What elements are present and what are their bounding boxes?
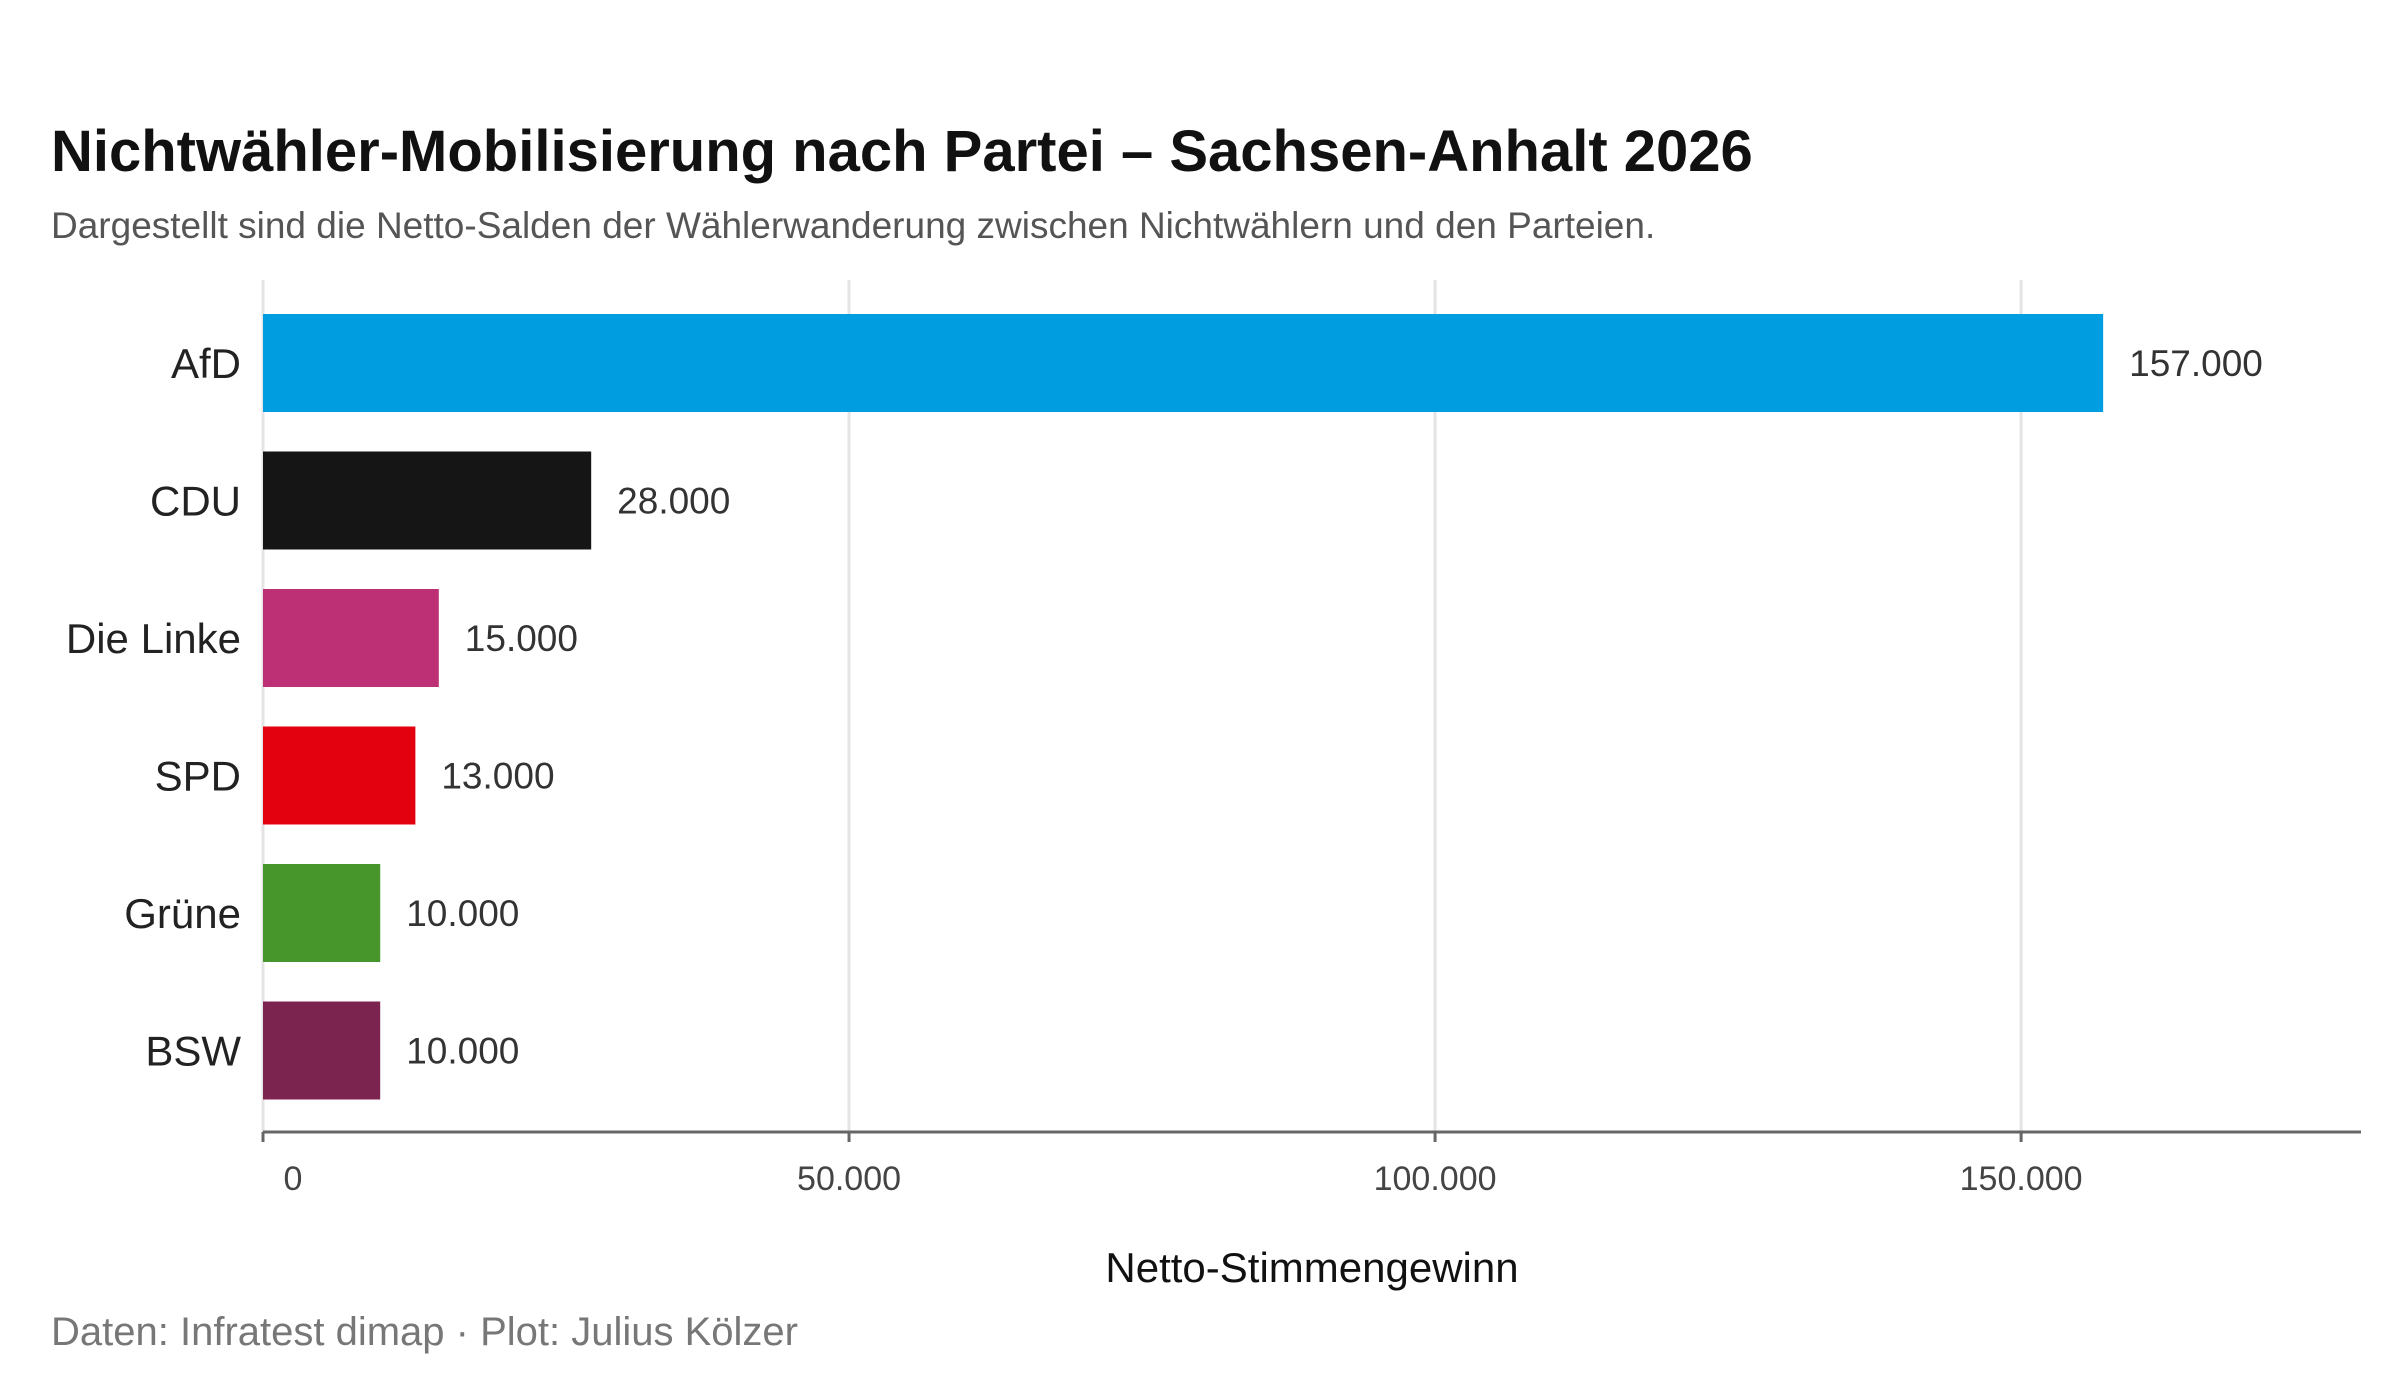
chart-caption: Daten: Infratest dimap · Plot: Julius Kö… — [51, 1310, 798, 1354]
category-label: Die Linke — [66, 615, 241, 662]
category-label: Grüne — [124, 890, 241, 937]
category-label: AfD — [171, 340, 241, 387]
data-label: 10.000 — [406, 893, 519, 934]
data-label: 13.000 — [441, 756, 554, 797]
category-label: CDU — [150, 478, 241, 525]
chart-subtitle: Dargestellt sind die Netto-Salden der Wä… — [51, 205, 1656, 246]
bar — [263, 589, 439, 687]
data-label: 15.000 — [465, 618, 578, 659]
chart-title: Nichtwähler-Mobilisierung nach Partei – … — [51, 119, 1753, 184]
x-tick-label: 0 — [284, 1160, 303, 1198]
bars: AfD 157.000 CDU 28.000 Die Linke 15.000 SPD 13.… — [66, 314, 2263, 1100]
bar — [263, 864, 381, 962]
data-label: 10.000 — [406, 1031, 519, 1072]
bar — [263, 1001, 381, 1100]
category-label: BSW — [145, 1028, 241, 1075]
grid-lines — [261, 280, 2023, 1132]
category-label: SPD — [155, 753, 241, 800]
x-tick-label: 100.000 — [1374, 1160, 1497, 1198]
bar — [263, 451, 592, 550]
bar — [263, 314, 2104, 412]
bar — [263, 726, 416, 825]
x-axis: 0 50.000 100.000 150.000 — [261, 1130, 2361, 1198]
data-label: 157.000 — [2129, 343, 2263, 384]
x-tick-label: 50.000 — [797, 1160, 901, 1198]
data-label: 28.000 — [617, 481, 730, 522]
x-tick-label: 150.000 — [1960, 1160, 2083, 1198]
x-axis-title: Netto-Stimmengewinn — [1105, 1244, 1518, 1291]
